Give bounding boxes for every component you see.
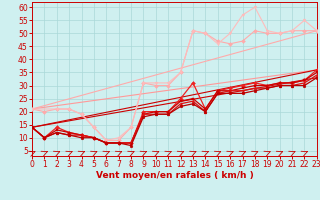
X-axis label: Vent moyen/en rafales ( km/h ): Vent moyen/en rafales ( km/h ) [96, 171, 253, 180]
